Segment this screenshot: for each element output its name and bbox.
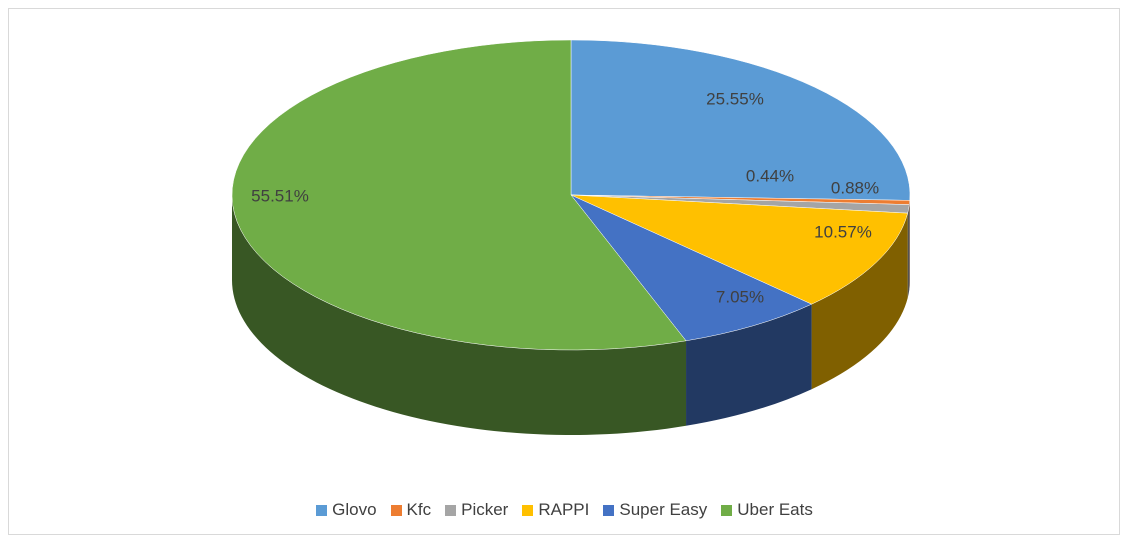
legend-label: Super Easy xyxy=(619,500,708,519)
data-label: 0.44% xyxy=(746,166,794,185)
data-label: 55.51% xyxy=(251,186,309,205)
legend-swatch xyxy=(390,504,402,516)
legend-label: Picker xyxy=(461,500,509,519)
legend-label: Glovo xyxy=(332,500,377,519)
data-label: 0.88% xyxy=(831,178,879,197)
legend-swatch xyxy=(721,504,733,516)
pie-slice xyxy=(570,194,813,342)
legend-label: RAPPI xyxy=(538,500,590,519)
pie-slice xyxy=(231,39,687,351)
legend-swatch xyxy=(522,504,534,516)
data-label: 25.55% xyxy=(706,89,764,108)
legend-swatch xyxy=(445,504,457,516)
legend-item: Glovo xyxy=(316,500,377,520)
pie-slice xyxy=(570,194,908,305)
legend-item: Uber Eats xyxy=(721,500,813,520)
chart-frame xyxy=(8,8,1120,535)
legend-item: Kfc xyxy=(390,500,432,520)
legend-swatch xyxy=(316,504,328,516)
pie-side xyxy=(811,213,908,390)
legend-swatch xyxy=(603,504,615,516)
legend-label: Kfc xyxy=(406,500,432,519)
legend-label: Uber Eats xyxy=(737,500,813,519)
data-label: 10.57% xyxy=(814,222,872,241)
pie-side xyxy=(686,304,812,426)
pie-side xyxy=(907,204,910,299)
data-label: 7.05% xyxy=(716,287,764,306)
legend: Glovo Kfc Picker RAPPI Super Easy Uber Eats xyxy=(0,500,1129,520)
legend-item: RAPPI xyxy=(522,500,589,520)
pie-side xyxy=(232,195,687,435)
legend-item: Super Easy xyxy=(603,500,707,520)
legend-item: Picker xyxy=(445,500,508,520)
pie-slice xyxy=(570,39,911,201)
